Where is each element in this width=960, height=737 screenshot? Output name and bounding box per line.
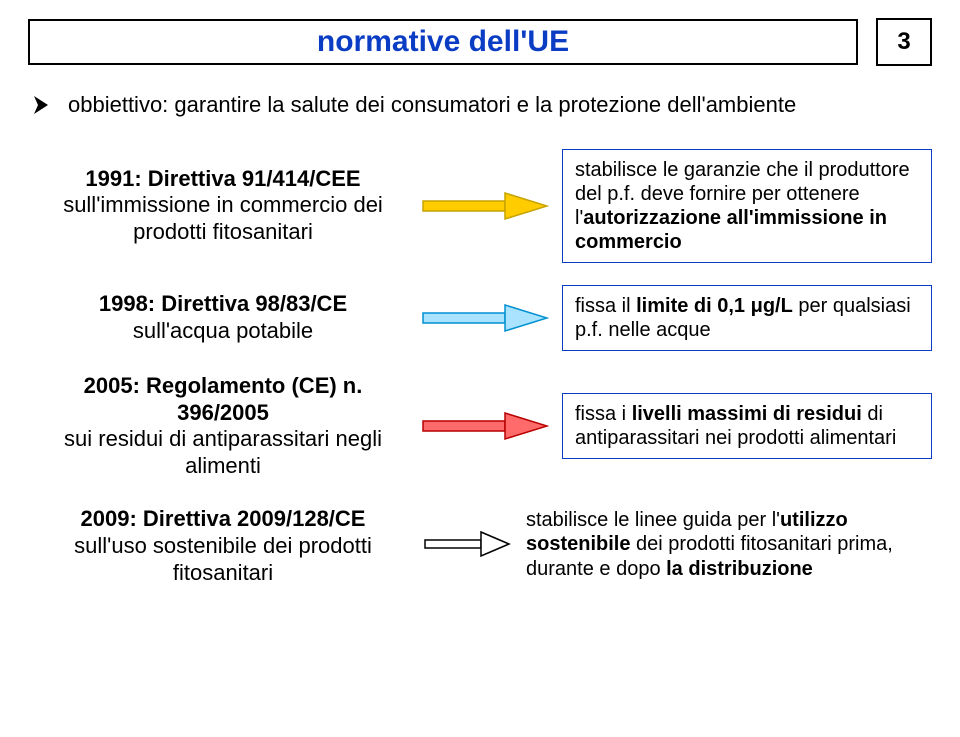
row-1-arrow	[420, 189, 550, 223]
row-3-left-bold: 2005: Regolamento (CE) n. 396/2005	[84, 373, 363, 425]
rows-container: 1991: Direttiva 91/414/CEE sull'immissio…	[28, 149, 932, 480]
objective-text: obbiettivo: garantire la salute dei cons…	[68, 92, 796, 117]
row-4-left: 2009: Direttiva 2009/128/CE sull'uso sos…	[28, 502, 408, 586]
row-1-left-rest: sull'immissione in commercio dei prodott…	[63, 192, 383, 244]
arrow-right-icon	[423, 529, 511, 559]
row-3-left: 2005: Regolamento (CE) n. 396/2005 sui r…	[28, 373, 408, 480]
row-4-right: stabilisce le linee guida per l'utilizzo…	[526, 508, 932, 581]
page-number: 3	[876, 18, 932, 66]
row-4-right-bold2: la distribuzione	[666, 558, 813, 580]
row-1-right: stabilisce le garanzie che il produttore…	[562, 149, 932, 263]
row-1-left: 1991: Direttiva 91/414/CEE sull'immissio…	[28, 166, 408, 246]
objective-line: obbiettivo: garantire la salute dei cons…	[28, 92, 932, 119]
row-1-box: stabilisce le garanzie che il produttore…	[562, 149, 932, 263]
row-4-left-bold: 2009: Direttiva 2009/128/CE	[81, 506, 366, 531]
row-2-left-bold: 1998: Direttiva 98/83/CE	[99, 291, 347, 316]
bullet-arrow-icon	[32, 94, 54, 116]
row-2-left-rest: sull'acqua potabile	[133, 318, 313, 343]
row-2-arrow	[420, 301, 550, 335]
row-4-right-pre: stabilisce le linee guida per l'	[526, 509, 780, 531]
row-2-right-bold: limite di 0,1 μg/L	[636, 295, 793, 317]
row-2-right-pre: fissa il	[575, 295, 636, 317]
row-2-right: fissa il limite di 0,1 μg/L per qualsias…	[562, 285, 932, 351]
row-2: 1998: Direttiva 98/83/CE sull'acqua pota…	[28, 285, 932, 351]
row-2-left: 1998: Direttiva 98/83/CE sull'acqua pota…	[28, 291, 408, 345]
row-3-left-rest: sui residui di antiparassitari negli ali…	[64, 426, 382, 478]
row-2-box: fissa il limite di 0,1 μg/L per qualsias…	[562, 285, 932, 351]
slide-page: normative dell'UE 3 obbiettivo: garantir…	[0, 0, 960, 737]
row-3-right-pre: fissa i	[575, 403, 632, 425]
arrow-right-icon	[421, 301, 549, 335]
row-1-left-bold: 1991: Direttiva 91/414/CEE	[85, 166, 360, 191]
row-3-right-bold: livelli massimi di residui	[632, 403, 862, 425]
row-3-right: fissa i livelli massimi di residui di an…	[562, 393, 932, 459]
row-3-arrow	[420, 409, 550, 443]
row-4: 2009: Direttiva 2009/128/CE sull'uso sos…	[28, 502, 932, 586]
page-title: normative dell'UE	[28, 19, 858, 65]
row-3-box: fissa i livelli massimi di residui di an…	[562, 393, 932, 459]
row-1: 1991: Direttiva 91/414/CEE sull'immissio…	[28, 149, 932, 263]
row-4-left-rest: sull'uso sostenibile dei prodotti fitosa…	[74, 533, 372, 585]
row-3: 2005: Regolamento (CE) n. 396/2005 sui r…	[28, 373, 932, 480]
row-1-right-bold: autorizzazione all'immissione in commerc…	[575, 207, 887, 253]
arrow-right-icon	[421, 189, 549, 223]
row-4-arrow	[422, 529, 512, 559]
arrow-right-icon	[421, 409, 549, 443]
title-row: normative dell'UE 3	[28, 18, 932, 66]
